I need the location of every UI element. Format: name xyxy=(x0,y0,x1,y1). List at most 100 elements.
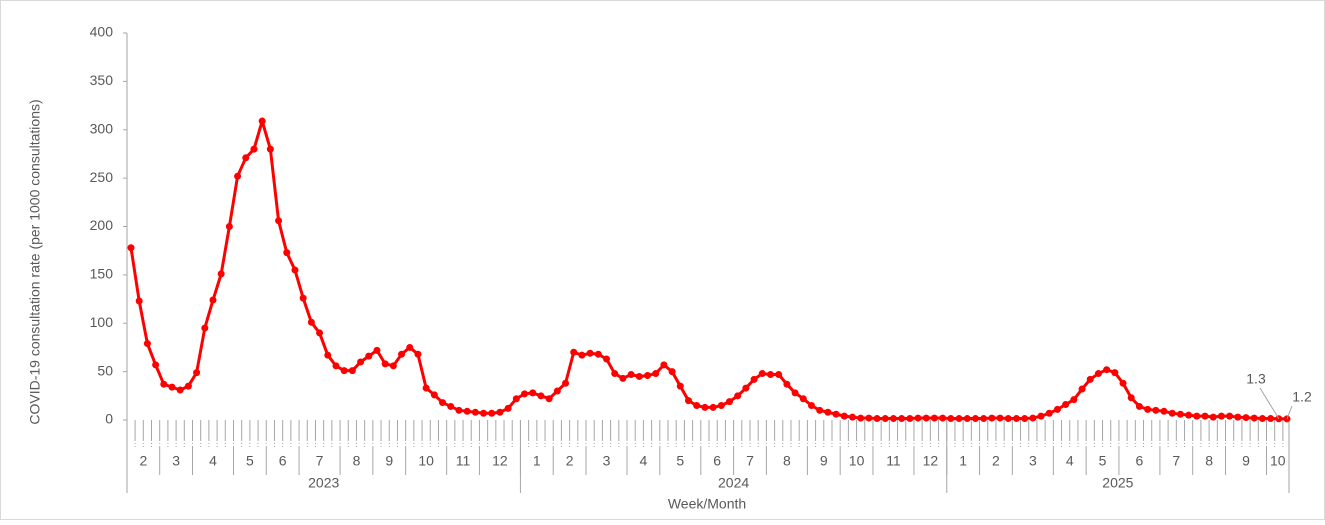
data-point xyxy=(1004,415,1012,423)
data-point xyxy=(1168,409,1176,417)
data-point xyxy=(234,172,242,180)
data-point xyxy=(1103,366,1111,374)
data-point xyxy=(439,399,447,407)
data-point xyxy=(275,217,283,225)
data-point xyxy=(1176,410,1184,418)
data-point xyxy=(766,371,774,379)
data-point xyxy=(717,401,725,409)
y-tick-label: 400 xyxy=(90,24,114,40)
data-point xyxy=(922,414,930,422)
data-point xyxy=(1160,407,1168,415)
data-point xyxy=(496,408,504,416)
data-point xyxy=(939,414,947,422)
month-label: 1 xyxy=(533,453,541,469)
month-label: 10 xyxy=(418,453,434,469)
data-point xyxy=(1234,413,1242,421)
data-point xyxy=(1078,385,1086,393)
month-label: 8 xyxy=(783,453,791,469)
data-point xyxy=(529,389,537,397)
data-point xyxy=(398,350,406,358)
x-axis-title: Week/Month xyxy=(668,496,746,512)
month-label: 3 xyxy=(172,453,180,469)
data-point xyxy=(725,398,733,406)
data-point xyxy=(742,384,750,392)
data-point xyxy=(422,384,430,392)
data-point xyxy=(668,368,676,376)
data-point xyxy=(357,358,365,366)
data-point xyxy=(562,379,570,387)
data-point xyxy=(299,294,307,302)
data-point xyxy=(1053,405,1061,413)
month-label: 6 xyxy=(713,453,721,469)
data-point xyxy=(488,409,496,417)
data-point xyxy=(578,351,586,359)
data-point xyxy=(734,392,742,400)
data-point xyxy=(193,369,201,377)
y-tick-label: 350 xyxy=(90,72,114,88)
data-point xyxy=(135,297,143,305)
month-label: 10 xyxy=(849,453,865,469)
y-tick-label: 150 xyxy=(90,266,114,282)
data-point xyxy=(791,389,799,397)
data-point xyxy=(1209,413,1217,421)
data-point xyxy=(1258,415,1266,423)
y-tick-label: 250 xyxy=(90,169,114,185)
data-point xyxy=(701,403,709,411)
data-point xyxy=(685,397,693,405)
data-point xyxy=(266,145,274,153)
data-point xyxy=(750,375,758,383)
data-point xyxy=(283,249,291,257)
data-point xyxy=(914,414,922,422)
month-label: 8 xyxy=(1205,453,1213,469)
data-point xyxy=(660,361,668,369)
data-point xyxy=(455,406,463,414)
y-tick-label: 200 xyxy=(90,217,114,233)
data-point xyxy=(1021,415,1029,423)
data-label-leader xyxy=(1286,405,1293,420)
year-label: 2023 xyxy=(308,475,339,491)
month-label: 1 xyxy=(959,453,967,469)
data-point xyxy=(783,380,791,388)
data-point xyxy=(963,415,971,423)
month-label: 9 xyxy=(385,453,393,469)
y-axis-title: COVID-19 consultation rate (per 1000 con… xyxy=(27,99,43,424)
data-point xyxy=(1062,401,1070,409)
data-point xyxy=(1070,396,1078,404)
data-point xyxy=(1152,406,1160,414)
data-label-leader xyxy=(1259,387,1280,420)
data-point xyxy=(627,371,635,379)
data-point xyxy=(471,408,479,416)
data-point xyxy=(824,408,832,416)
data-point xyxy=(201,324,209,332)
y-tick-label: 100 xyxy=(90,314,114,330)
data-point xyxy=(807,401,815,409)
data-point xyxy=(611,370,619,378)
month-label: 2 xyxy=(139,453,147,469)
data-point xyxy=(373,346,381,354)
data-point xyxy=(184,382,192,390)
data-point xyxy=(512,395,520,403)
month-label: 10 xyxy=(1270,453,1286,469)
data-point xyxy=(250,145,258,153)
data-point xyxy=(143,340,151,348)
month-label: 2 xyxy=(566,453,574,469)
month-label: 4 xyxy=(1066,453,1074,469)
data-point xyxy=(242,154,250,162)
data-point xyxy=(848,413,856,421)
data-point xyxy=(340,367,348,375)
data-point xyxy=(709,403,717,411)
month-label: 7 xyxy=(316,453,324,469)
data-point xyxy=(799,395,807,403)
data-point xyxy=(816,406,824,414)
data-point xyxy=(521,390,529,398)
month-label: 5 xyxy=(676,453,684,469)
data-point xyxy=(504,404,512,412)
data-point xyxy=(291,266,299,274)
month-label: 9 xyxy=(1242,453,1250,469)
data-point xyxy=(127,244,135,252)
data-point xyxy=(652,370,660,378)
data-point xyxy=(545,395,553,403)
data-point xyxy=(258,117,266,125)
month-label: 6 xyxy=(279,453,287,469)
data-point xyxy=(635,372,643,380)
